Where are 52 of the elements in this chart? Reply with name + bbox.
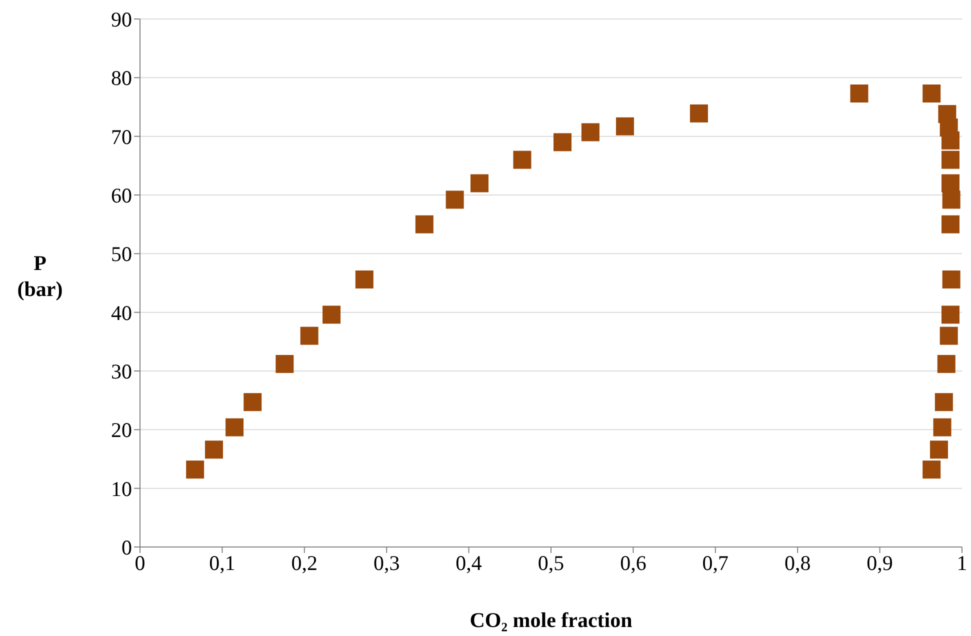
x-tick-label: 0,8 <box>784 550 811 575</box>
point <box>581 123 600 142</box>
x-tick-label: 0,9 <box>866 550 893 575</box>
point <box>244 393 262 412</box>
y-tick-label: 60 <box>111 183 132 208</box>
point <box>415 215 434 234</box>
point <box>300 326 318 345</box>
point <box>204 440 223 459</box>
point <box>355 270 374 288</box>
point <box>934 393 953 412</box>
point <box>276 354 294 373</box>
y-tick-label: 70 <box>111 124 132 149</box>
point <box>933 418 952 436</box>
point <box>942 270 960 288</box>
point <box>937 354 956 373</box>
point <box>922 84 941 103</box>
y-tick-label: 40 <box>111 300 132 325</box>
x-tick-label: 0,2 <box>291 550 318 575</box>
point <box>941 215 960 234</box>
point <box>850 84 868 103</box>
y-axis-title: P (bar) <box>17 251 63 301</box>
x-tick-label: 1 <box>956 550 968 575</box>
point <box>322 306 341 324</box>
x-tick-label: 0,6 <box>620 550 646 575</box>
point <box>446 190 464 209</box>
y-tick-label: 90 <box>111 7 132 32</box>
point <box>226 418 244 436</box>
x-tick-label: 0,1 <box>209 550 236 575</box>
y-tick-label: 30 <box>111 359 132 384</box>
x-axis-title: CO₂ mole fraction <box>470 608 633 632</box>
point <box>470 174 488 192</box>
point <box>690 104 708 122</box>
x-tick-label: 0,7 <box>702 550 729 575</box>
point <box>513 150 532 169</box>
point <box>922 460 941 479</box>
point <box>554 133 572 152</box>
point <box>940 326 958 345</box>
y-tick-label: 20 <box>111 418 132 442</box>
point <box>186 460 204 479</box>
y-tick-label: 50 <box>111 242 132 266</box>
y-tick-label: 80 <box>111 66 132 90</box>
x-tick-label: 0,5 <box>538 550 564 575</box>
x-tick-label: 0,4 <box>456 550 482 575</box>
point <box>941 131 960 150</box>
y-tick-label: 0 <box>122 535 132 560</box>
point <box>941 150 960 169</box>
point <box>616 117 634 136</box>
point <box>930 440 948 459</box>
point <box>941 306 960 324</box>
y-tick-label: 10 <box>111 476 132 501</box>
x-tick-label: 0,3 <box>373 550 400 575</box>
point <box>942 190 960 209</box>
